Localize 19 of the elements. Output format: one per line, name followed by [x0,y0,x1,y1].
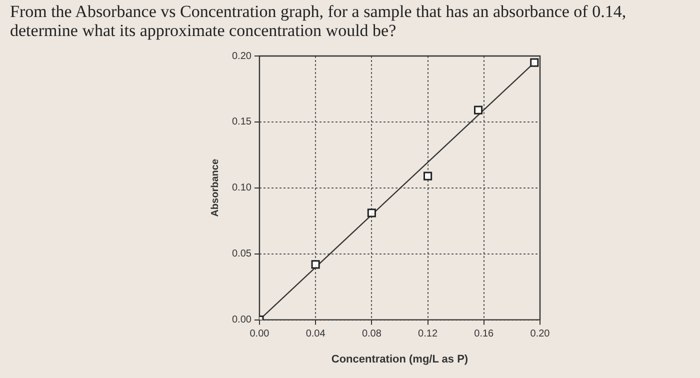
chart-title: From the Absorbance vs Concentration graph, for a sample that has an absorbance of 0.14, determine what its approximate concentration would be? [9,1,628,42]
x-tick-label: 0.20 [530,328,550,340]
point [474,106,483,114]
x-tick-label: 0.08 [362,328,382,340]
y-tick-label: 0.00 [232,314,252,326]
y-tick-label: 0.20 [232,50,252,62]
point [311,260,320,269]
x-tick-label: 0.16 [474,328,494,340]
point [530,58,539,67]
point [367,208,376,218]
x-tick-label: 0.00 [250,328,270,340]
point [424,172,432,180]
x-tick-label: 0.04 [306,328,326,340]
y-tick-label: 0.05 [232,248,252,260]
x-axis-title: Concentration (mg/L as P) [331,353,468,366]
x-tick-label: 0.12 [418,328,438,340]
y-tick-label: 0.10 [232,182,252,194]
y-tick-label: 0.15 [232,116,252,128]
y-axis-title: Absorbance [210,158,221,217]
